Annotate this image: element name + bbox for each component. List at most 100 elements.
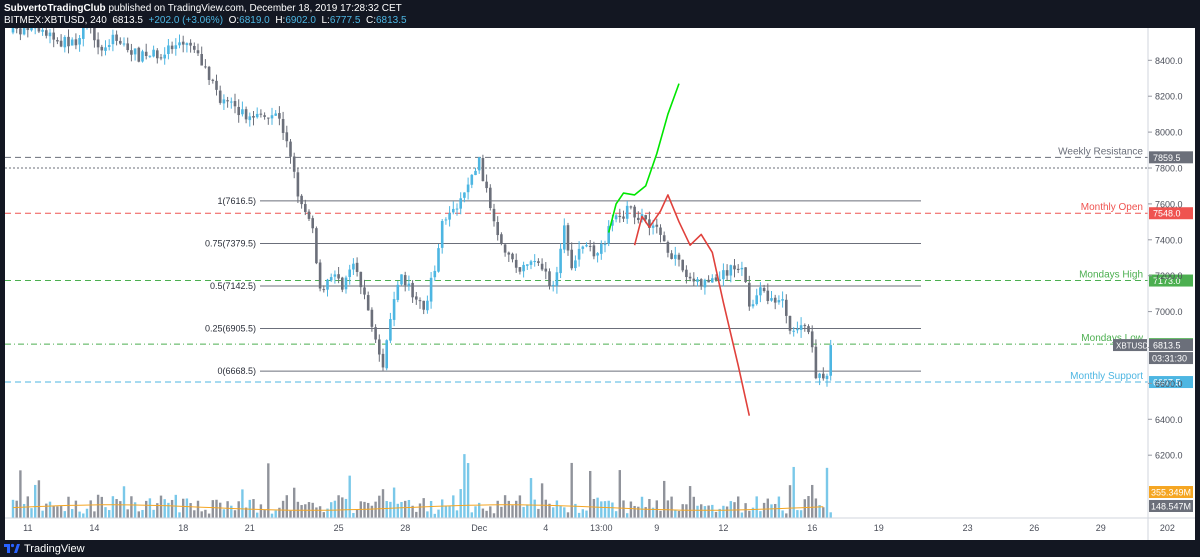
volume-bar <box>89 500 92 518</box>
volume-bar <box>611 502 614 518</box>
candle-body <box>311 218 314 229</box>
candle-body <box>433 270 437 278</box>
candle-body <box>803 325 807 327</box>
author-name[interactable]: SubvertoTradingClub <box>4 3 106 14</box>
candle-body <box>759 287 762 296</box>
volume-bar <box>48 501 52 518</box>
y-tick-label: 7200.0 <box>1155 271 1183 281</box>
candle-body <box>341 277 344 290</box>
candle-body <box>422 300 425 310</box>
volume-bar <box>259 504 263 518</box>
level-badge-label: 6607.5 <box>1153 378 1181 388</box>
volume-bar <box>41 510 44 518</box>
volume-bar <box>481 508 485 518</box>
volume-bar <box>533 499 536 518</box>
candle-body <box>230 101 233 103</box>
candle-body <box>685 269 688 278</box>
volume-bar <box>692 496 695 518</box>
candle-body <box>385 340 388 369</box>
volume-bar <box>237 501 240 518</box>
price-chart[interactable]: Weekly Resistance 7859.5 Monthly Open 7548.… <box>5 28 1195 540</box>
candle-body <box>440 221 444 248</box>
candle-body <box>392 299 396 320</box>
candle-body <box>540 263 544 270</box>
candle-body <box>181 41 185 45</box>
volume-bar <box>522 506 525 518</box>
volume-bar <box>344 498 348 518</box>
candle-body <box>744 267 747 282</box>
candle-body <box>770 298 773 301</box>
volume-bar <box>740 512 744 518</box>
volume-bar <box>415 511 418 518</box>
volume-bar <box>59 506 63 518</box>
volume-bar <box>370 505 374 518</box>
candle-body <box>566 225 570 251</box>
tradingview-brand[interactable]: TradingView <box>24 543 85 555</box>
candle-body <box>400 274 403 285</box>
bullish-projection-line[interactable] <box>607 83 680 233</box>
candle-body <box>407 283 411 286</box>
volume-bar <box>267 463 270 518</box>
volume-bar <box>167 502 170 518</box>
candle-body <box>625 205 629 219</box>
volume-bar <box>703 506 707 518</box>
candle-body <box>15 28 18 29</box>
volume-bar <box>640 496 644 518</box>
bearish-projection-line[interactable] <box>633 194 751 416</box>
x-tick-label: 21 <box>245 523 255 533</box>
level-label: Mondays Low <box>1081 333 1143 344</box>
candle-body <box>96 39 100 48</box>
volume-bar <box>555 500 559 518</box>
volume-bar <box>470 512 473 518</box>
volume-bar <box>496 500 499 518</box>
candle-body <box>703 279 707 288</box>
low-label: L: <box>321 15 330 26</box>
volume-bar <box>774 503 777 518</box>
candle-body <box>233 101 237 107</box>
candle-body <box>215 80 218 90</box>
candle-body <box>48 32 52 37</box>
candle-body <box>100 46 104 51</box>
volume-bar <box>659 510 662 518</box>
volume-bar <box>300 505 303 518</box>
candle-body <box>481 158 485 182</box>
candle-body <box>285 132 289 142</box>
volume-bar <box>133 502 137 518</box>
volume-bar <box>374 501 377 518</box>
candle-body <box>152 49 155 57</box>
candle-body <box>82 28 85 39</box>
volume-bar <box>651 507 655 518</box>
candle-body <box>696 279 699 282</box>
volume-bar <box>56 506 59 518</box>
volume-bar <box>270 513 274 518</box>
volume-bar <box>74 500 78 518</box>
symbol-label: BITMEX:XBTUSD, 240 <box>4 15 107 26</box>
candle-body <box>355 262 359 272</box>
x-tick-label: 13:00 <box>590 523 613 533</box>
volume-bar <box>363 501 366 518</box>
volume-bar <box>204 509 207 518</box>
volume-bar <box>211 500 214 518</box>
candle-body <box>707 279 710 283</box>
volume-bar <box>585 510 588 518</box>
volume-bar <box>230 505 233 518</box>
volume-bar <box>289 510 292 518</box>
candle-body <box>359 271 363 288</box>
candle-body <box>396 284 400 300</box>
volume-bar <box>278 507 281 518</box>
volume-bar <box>407 499 411 518</box>
candle-body <box>411 282 414 298</box>
candle-body <box>699 279 703 287</box>
candle-body <box>211 79 215 81</box>
candle-body <box>666 242 670 253</box>
candle-body <box>622 216 625 219</box>
candle-body <box>26 28 30 31</box>
candle-body <box>381 353 385 368</box>
level-label: Monthly Support <box>1070 371 1143 382</box>
candle-body <box>22 28 26 35</box>
candle-body <box>115 34 118 41</box>
volume-bar <box>629 501 633 518</box>
candle-body <box>511 253 514 260</box>
tradingview-logo-icon[interactable] <box>4 542 20 554</box>
volume-bar <box>500 506 503 518</box>
